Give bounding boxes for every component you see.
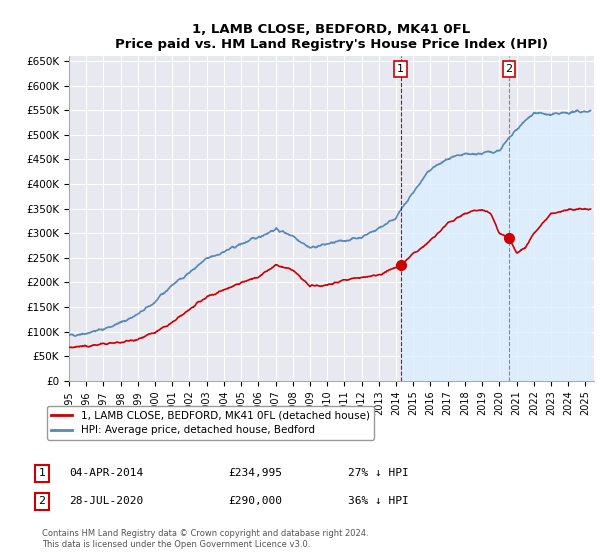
Text: £234,995: £234,995 — [228, 468, 282, 478]
Legend: 1, LAMB CLOSE, BEDFORD, MK41 0FL (detached house), HPI: Average price, detached : 1, LAMB CLOSE, BEDFORD, MK41 0FL (detach… — [47, 406, 374, 440]
Text: 28-JUL-2020: 28-JUL-2020 — [69, 496, 143, 506]
Text: 36% ↓ HPI: 36% ↓ HPI — [348, 496, 409, 506]
Text: 1: 1 — [397, 64, 404, 74]
Text: 04-APR-2014: 04-APR-2014 — [69, 468, 143, 478]
Text: 2: 2 — [505, 64, 512, 74]
Text: 2: 2 — [38, 496, 46, 506]
Text: 27% ↓ HPI: 27% ↓ HPI — [348, 468, 409, 478]
Title: 1, LAMB CLOSE, BEDFORD, MK41 0FL
Price paid vs. HM Land Registry's House Price I: 1, LAMB CLOSE, BEDFORD, MK41 0FL Price p… — [115, 22, 548, 50]
Text: Contains HM Land Registry data © Crown copyright and database right 2024.
This d: Contains HM Land Registry data © Crown c… — [42, 529, 368, 549]
Text: 1: 1 — [38, 468, 46, 478]
Text: £290,000: £290,000 — [228, 496, 282, 506]
